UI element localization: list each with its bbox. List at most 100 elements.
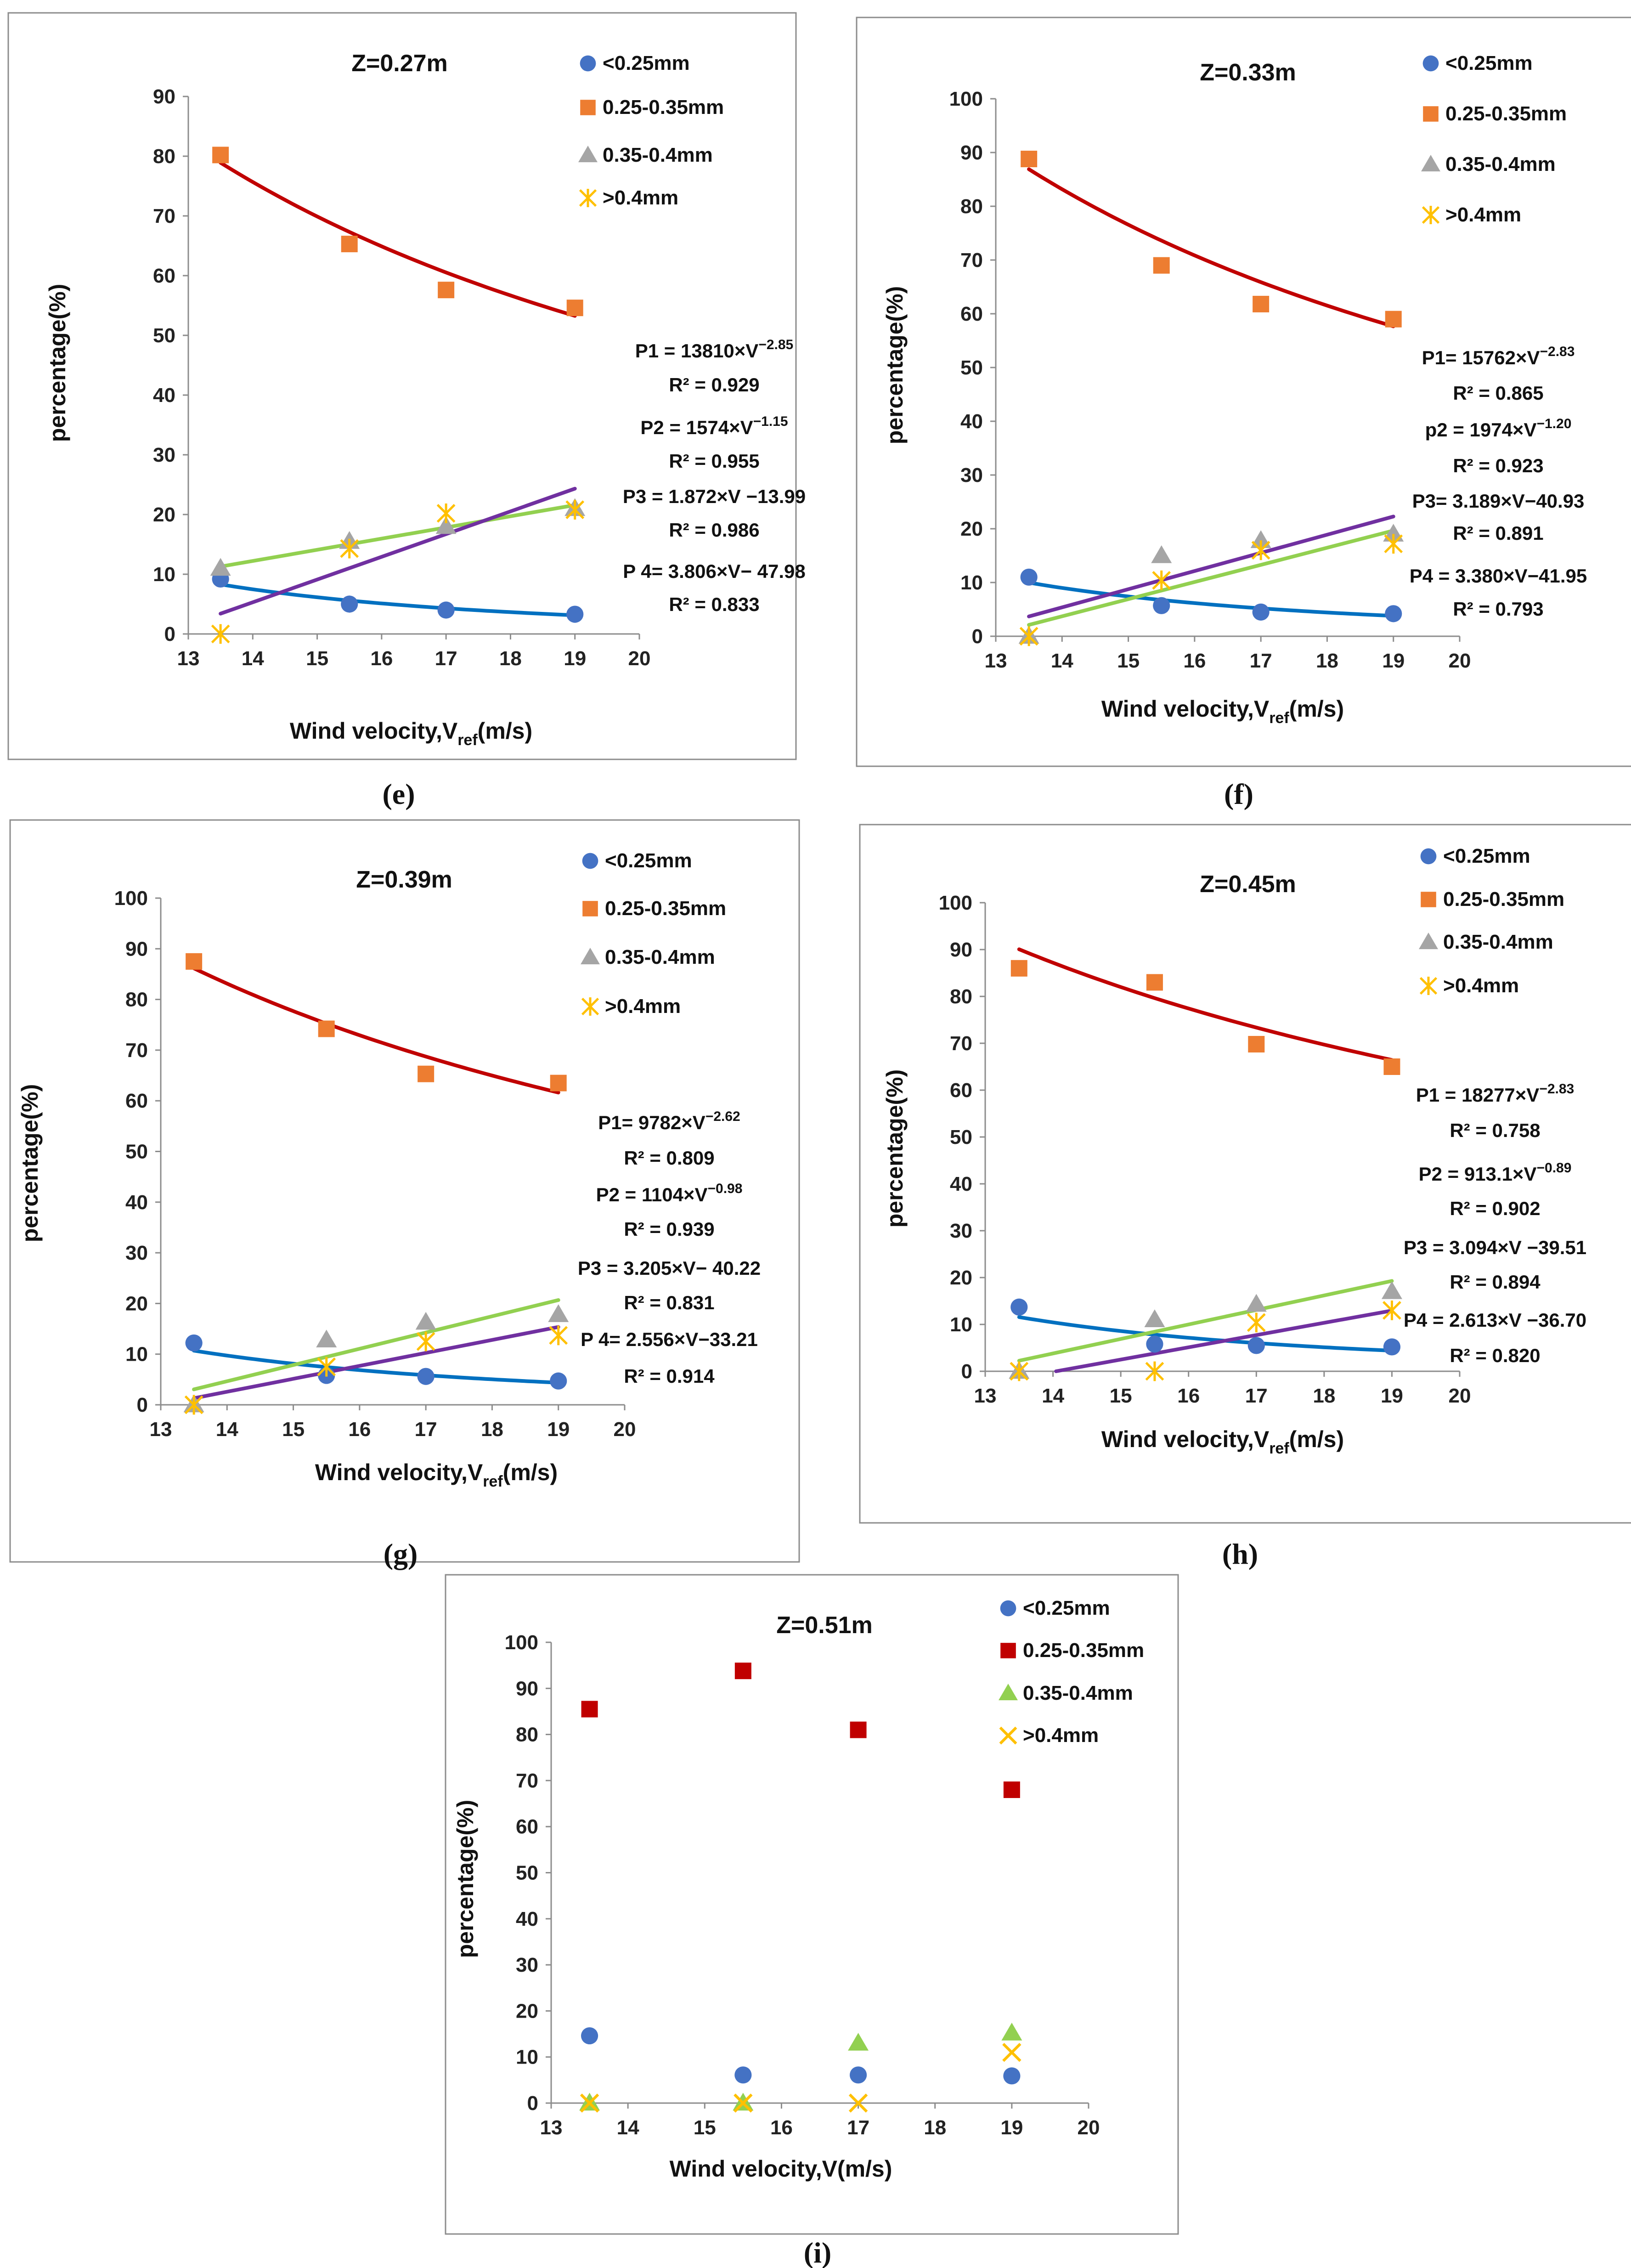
legend-label: >0.4mm — [605, 995, 681, 1018]
legend-entry-2: 0.25-0.35mm — [580, 96, 724, 119]
fit-equation: P1= 9782×V−2.62 — [598, 1109, 740, 1133]
y-tick-label: 50 — [516, 1862, 538, 1884]
x-tick-label: 14 — [1051, 650, 1073, 672]
y-tick-label: 30 — [516, 1954, 538, 1976]
x-tick-label: 16 — [1183, 650, 1206, 672]
data-point — [734, 1663, 751, 1680]
fit-equation: R² = 0.865 — [1453, 382, 1543, 404]
data-point — [1153, 597, 1170, 614]
panel-frame — [7, 12, 797, 760]
y-axis-title: percentage(%) — [17, 1084, 43, 1243]
x-tick-label: 16 — [1177, 1385, 1200, 1407]
panel-caption: (i) — [804, 2236, 831, 2268]
fit-equation: R² = 0.831 — [624, 1292, 714, 1313]
data-point — [565, 500, 585, 520]
series-4 — [1010, 1301, 1401, 1381]
y-tick-label: 60 — [960, 303, 983, 325]
data-point — [317, 1357, 336, 1377]
legend-entry-1: <0.25mm — [1000, 1597, 1110, 1619]
trendline-2 — [1017, 947, 1394, 1062]
y-tick-label: 100 — [949, 88, 983, 110]
data-point — [1019, 626, 1038, 646]
legend-entry-1: <0.25mm — [582, 849, 692, 872]
trendline-2 — [192, 966, 560, 1095]
fit-equation: P3 = 3.205×V− 40.22 — [578, 1257, 761, 1279]
data-point — [581, 1701, 598, 1718]
y-tick-label: 80 — [950, 985, 972, 1008]
data-point — [185, 1334, 203, 1352]
y-tick-label: 40 — [950, 1173, 972, 1195]
fit-equation: P3 = 3.094×V −39.51 — [1404, 1237, 1586, 1258]
legend-entry-4: >0.4mm — [1422, 204, 1521, 226]
data-point — [318, 1020, 335, 1037]
panel-frame — [856, 17, 1631, 767]
y-tick-label: 80 — [960, 195, 983, 218]
trendline-3 — [192, 1298, 560, 1391]
data-point — [1021, 151, 1038, 168]
fit-equation: R² = 0.914 — [624, 1365, 715, 1387]
data-point — [418, 1065, 435, 1082]
legend-marker — [1419, 977, 1438, 995]
chart-title: Z=0.39m — [356, 866, 452, 893]
marker-stroke — [734, 2093, 753, 2113]
fit-equation: R² = 0.929 — [669, 374, 759, 396]
chart-title: Z=0.27m — [351, 50, 448, 77]
fit-equation: P3 = 1.872×V −13.99 — [623, 486, 806, 507]
trendline-4 — [1027, 515, 1395, 618]
y-tick-label: 50 — [125, 1141, 148, 1163]
x-axis-title: Wind velocity,Vref(m/s) — [1101, 696, 1344, 727]
x-tick-label: 19 — [1000, 2116, 1023, 2139]
data-point — [1251, 540, 1270, 560]
data-point — [1253, 295, 1270, 312]
chart-title: Z=0.51m — [776, 1612, 873, 1639]
data-point — [1146, 974, 1163, 991]
legend-marker — [578, 146, 598, 163]
fit-equation: R² = 0.793 — [1453, 598, 1543, 620]
data-point — [1152, 570, 1171, 590]
fit-equation: P4 = 2.613×V −36.70 — [1404, 1309, 1586, 1331]
y-tick-label: 40 — [153, 384, 175, 407]
data-point — [1246, 1294, 1267, 1312]
legend-label: 0.35-0.4mm — [605, 946, 715, 968]
data-point — [734, 2066, 752, 2084]
legend-marker — [582, 853, 598, 869]
x-axis-title: Wind velocity,Vref(m/s) — [315, 1459, 558, 1490]
y-tick-label: 90 — [516, 1677, 538, 1700]
legend-label: 0.35-0.4mm — [1023, 1682, 1133, 1704]
x-axis-title: Wind velocity,Vref(m/s) — [290, 718, 532, 749]
legend-marker — [1000, 1600, 1016, 1617]
data-point — [1002, 2042, 1021, 2062]
data-point — [316, 1329, 337, 1348]
data-point — [849, 2066, 867, 2084]
fit-equation: R² = 0.902 — [1450, 1198, 1540, 1219]
legend-entry-3: 0.35-0.4mm — [1421, 153, 1556, 175]
x-tick-label: 13 — [985, 650, 1007, 672]
y-tick-label: 40 — [516, 1908, 538, 1930]
x-axis-title: Wind velocity,Vref(m/s) — [1101, 1426, 1344, 1457]
legend-marker — [999, 1726, 1017, 1745]
x-tick-label: 16 — [348, 1418, 371, 1441]
data-point — [1381, 1281, 1402, 1299]
x-tick-label: 20 — [1449, 650, 1471, 672]
chart-title: Z=0.45m — [1200, 871, 1296, 898]
fit-equation: P1 = 13810×V−2.85 — [635, 337, 794, 362]
y-axis-title: percentage(%) — [882, 1069, 908, 1228]
legend-marker — [1421, 892, 1436, 907]
legend-marker — [1419, 933, 1438, 950]
y-tick-label: 50 — [950, 1126, 972, 1148]
legend-label: >0.4mm — [1443, 974, 1519, 997]
fit-equation: P 4= 3.806×V− 47.98 — [623, 560, 805, 582]
y-tick-label: 80 — [125, 989, 148, 1011]
legend-entry-4: >0.4mm — [579, 187, 678, 209]
x-tick-label: 15 — [306, 647, 328, 670]
series-1 — [1010, 1298, 1401, 1356]
x-tick-label: 19 — [547, 1418, 570, 1441]
legend-label: 0.25-0.35mm — [1445, 102, 1567, 125]
legend-label: 0.25-0.35mm — [605, 897, 726, 920]
legend-entry-3: 0.35-0.4mm — [581, 946, 715, 968]
fit-equation: R² = 0.833 — [669, 594, 759, 615]
trendline-2 — [1027, 167, 1395, 328]
panel-caption: (e) — [382, 778, 415, 810]
legend-entry-1: <0.25mm — [580, 52, 690, 74]
data-point — [1020, 568, 1038, 586]
